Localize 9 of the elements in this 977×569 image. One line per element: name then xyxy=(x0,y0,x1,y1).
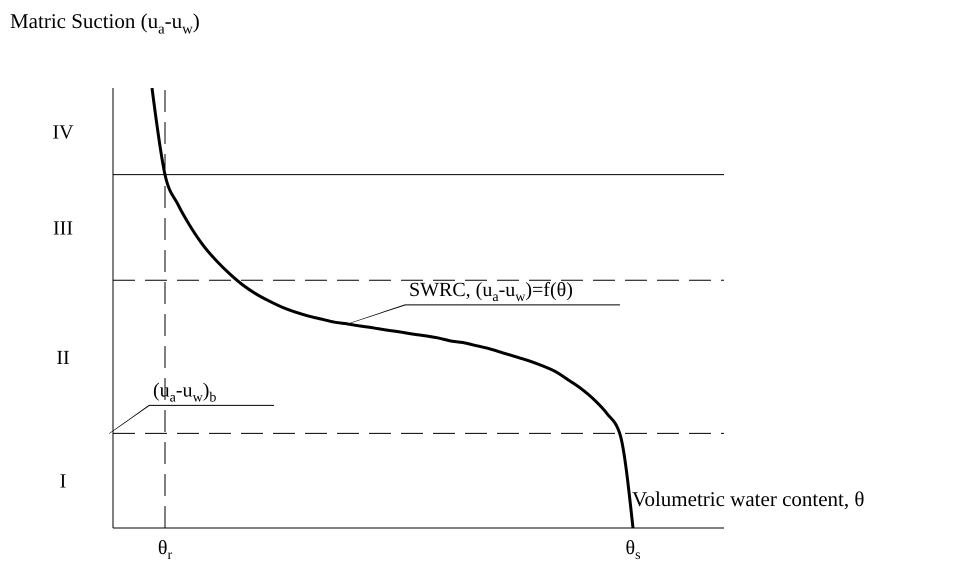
text: III xyxy=(53,217,73,240)
text: IV xyxy=(52,121,74,144)
x-tick-label: θ$_{r}$ xyxy=(158,537,172,563)
annotation: SWRC, (u$_{a}$-u$_{w}$)=f(θ) xyxy=(409,278,573,305)
y-axis-title: Matric Suction (u$_{a}$-u$_{w}$) xyxy=(10,9,200,38)
text: II xyxy=(56,346,70,369)
x-tick-label: θ$_{s}$ xyxy=(625,537,641,563)
x-axis-title: Volumetric water content, θ xyxy=(632,487,864,511)
text: I xyxy=(60,470,66,493)
